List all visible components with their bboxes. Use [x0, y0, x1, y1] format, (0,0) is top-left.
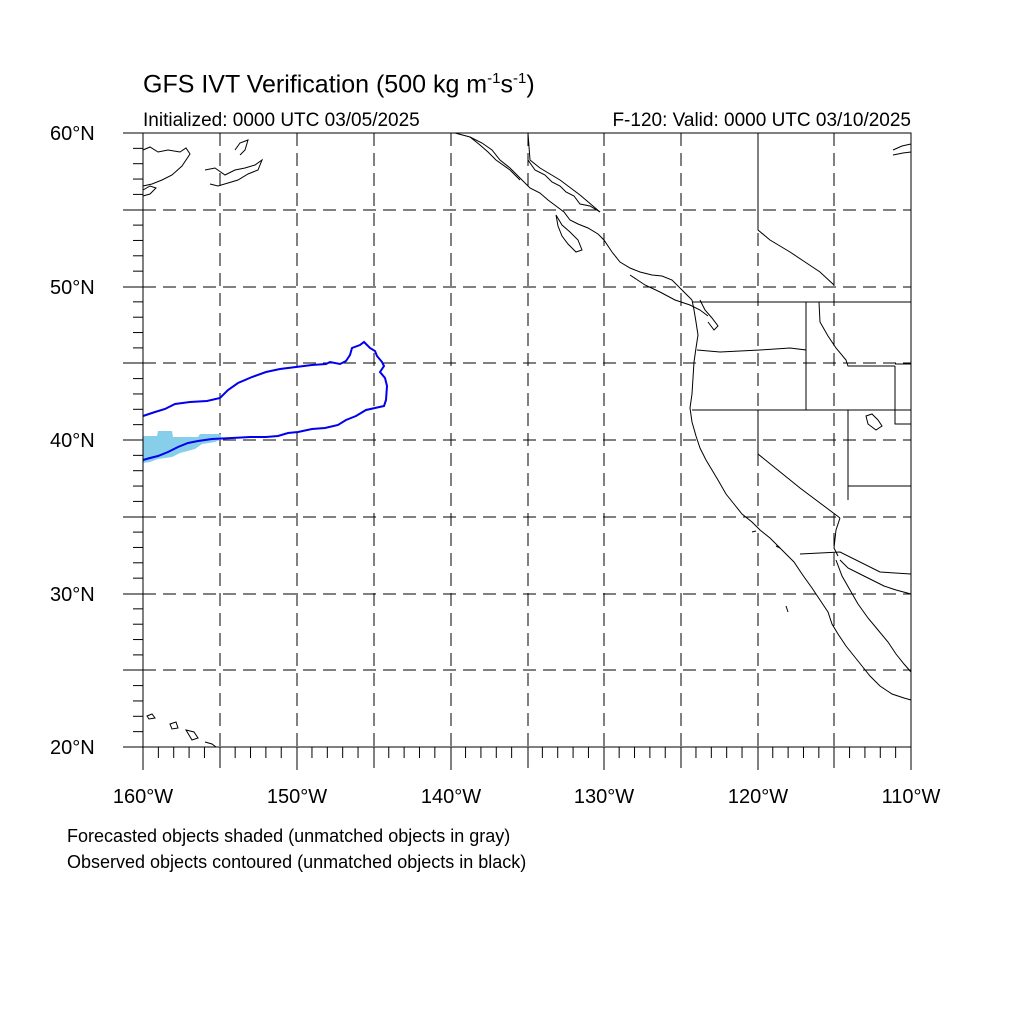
- observed-object-contour: [142, 340, 389, 461]
- left-axis-minor-ticks: [133, 147, 143, 733]
- title-main: GFS IVT Verification (500 kg m: [143, 70, 488, 99]
- lat-label-20n: 20°N: [50, 737, 95, 759]
- lon-label-160w: 160°W: [112, 786, 174, 808]
- lon-label-140w: 140°W: [420, 786, 482, 808]
- title-end: ): [526, 70, 535, 99]
- lon-label-150w: 150°W: [266, 786, 328, 808]
- chart-title: GFS IVT Verification (500 kg m-1s-1): [143, 70, 535, 99]
- title-exponent-2: -1: [512, 70, 527, 87]
- lat-label-50n: 50°N: [50, 277, 95, 299]
- lon-label-130w: 130°W: [573, 786, 635, 808]
- left-axis-ticks: [123, 132, 143, 748]
- forecast-object-shade: [143, 431, 222, 463]
- title-exponent-1: -1: [487, 70, 501, 87]
- lat-label-40n: 40°N: [50, 430, 95, 452]
- coastlines: [142, 132, 912, 748]
- observed-note: Observed objects contoured (unmatched ob…: [67, 852, 527, 872]
- init-time-label: Initialized: 0000 UTC 03/05/2025: [143, 110, 420, 131]
- graticule: [143, 133, 911, 747]
- lat-label-60n: 60°N: [50, 123, 95, 145]
- political-boundaries: [527, 132, 912, 575]
- lon-label-120w: 120°W: [727, 786, 789, 808]
- forecast-note: Forecasted objects shaded (unmatched obj…: [67, 826, 511, 846]
- valid-time-label: F-120: Valid: 0000 UTC 03/10/2025: [612, 110, 911, 131]
- title-mid: s: [500, 70, 513, 99]
- bottom-axis-ticks: [142, 747, 912, 770]
- bottom-axis-minor-ticks: [157, 747, 897, 758]
- lat-label-30n: 30°N: [50, 584, 95, 606]
- lon-label-110w: 110°W: [881, 786, 941, 808]
